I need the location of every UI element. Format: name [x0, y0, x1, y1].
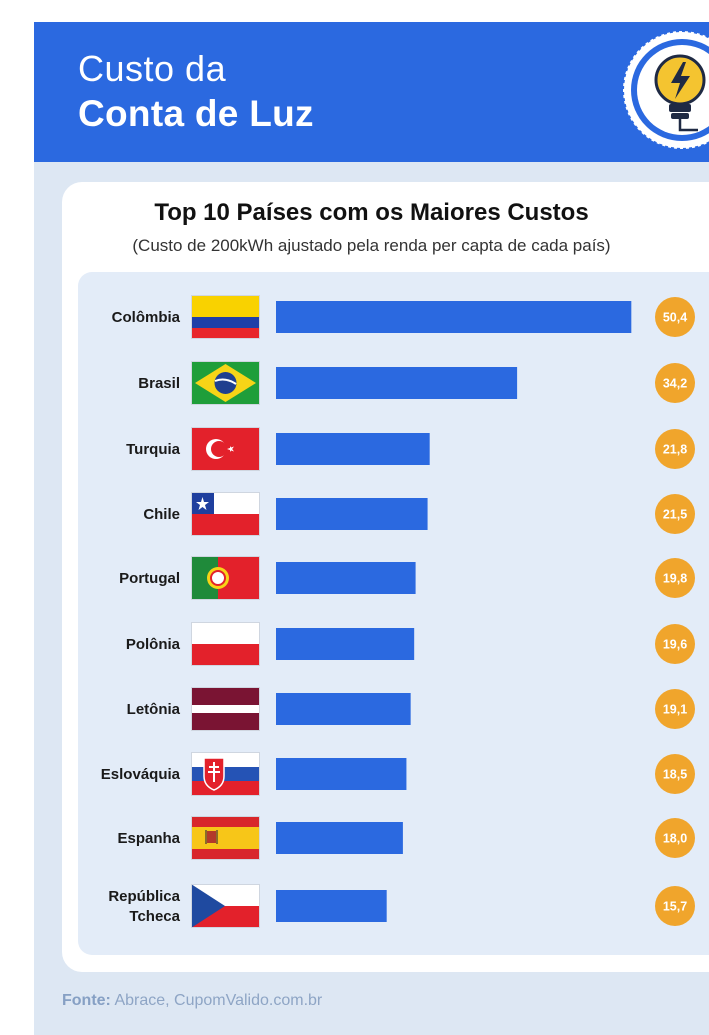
value-badge — [655, 363, 695, 403]
value-label: 21,8 — [663, 443, 687, 457]
bar — [276, 758, 407, 790]
value-label: 15,7 — [663, 900, 687, 914]
page-title-line1: Custo da — [78, 48, 227, 89]
value-badge — [655, 886, 695, 926]
chart-subtitle: (Custo de 200kWh ajustado pela renda per… — [132, 236, 611, 255]
country-label: Portugal — [119, 570, 180, 587]
chile-flag-icon — [191, 492, 260, 536]
country-label-line: Espanha — [117, 830, 180, 847]
value-label: 19,8 — [663, 572, 687, 586]
brazil-flag-icon — [191, 361, 260, 405]
value-badge — [655, 297, 695, 337]
bar-row: Brasil 34,2 — [138, 361, 695, 405]
bar-row: Portugal 19,8 — [119, 556, 695, 600]
country-label-line: Colômbia — [112, 309, 181, 326]
country-label-line: Polônia — [126, 636, 181, 653]
country-label-line: Turquia — [126, 441, 181, 458]
header-banner: Custo da Conta de Luz — [34, 22, 709, 162]
country-label: Brasil — [138, 375, 180, 392]
bar-row: Letônia 19,1 — [127, 687, 695, 731]
bar-row: Polônia 19,6 — [126, 622, 695, 666]
bar-row: Eslováquia 18,5 — [101, 752, 695, 796]
bar-row: Chile 21,5 — [143, 492, 695, 536]
lightbulb-bolt-icon — [623, 31, 709, 149]
value-badge — [655, 818, 695, 858]
value-badge — [655, 689, 695, 729]
country-label: Turquia — [126, 441, 181, 458]
colombia-flag-icon — [191, 295, 260, 339]
portugal-flag-icon — [191, 556, 260, 600]
value-label: 18,0 — [663, 832, 687, 846]
bar — [276, 433, 430, 465]
value-label: 50,4 — [663, 311, 687, 325]
latvia-flag-icon — [191, 687, 260, 731]
slovakia-flag-icon — [191, 752, 260, 796]
bar-chart: Colômbia 50,4 Brasil 34,2 Turquia 21,8 Chile 21… — [101, 295, 695, 928]
source-label: Fonte: — [62, 992, 111, 1009]
bar — [276, 628, 415, 660]
country-label-line: República — [108, 888, 180, 905]
source-text: Abrace, CupomValido.com.br — [110, 992, 323, 1009]
value-badge — [655, 558, 695, 598]
country-label-line: Tcheca — [129, 908, 180, 925]
country-label: Letônia — [127, 701, 181, 718]
poland-flag-icon — [191, 622, 260, 666]
value-label: 21,5 — [663, 508, 687, 522]
bar — [276, 498, 428, 530]
page-title-line2: Conta de Luz — [78, 93, 314, 134]
bar-row: Colômbia 50,4 — [112, 295, 695, 339]
source-note: Fonte: Abrace, CupomValido.com.br — [62, 992, 322, 1010]
infographic: Custo da Conta de Luz Top 10 Países com … — [34, 22, 709, 1035]
bar-row: Espanha 18,0 — [117, 816, 695, 860]
value-label: 18,5 — [663, 768, 687, 782]
bar — [276, 367, 518, 399]
country-label: Colômbia — [112, 309, 181, 326]
bar-row: República Tcheca 15,7 — [108, 884, 695, 928]
bar — [276, 301, 632, 333]
country-label: Espanha — [117, 830, 180, 847]
turkey-flag-icon — [191, 427, 260, 471]
country-label: Eslováquia — [101, 766, 181, 783]
chart-title: Top 10 Países com os Maiores Custos — [154, 199, 589, 226]
czech-republic-flag-icon — [191, 884, 260, 928]
value-badge — [655, 754, 695, 794]
country-label-line: Chile — [143, 506, 180, 523]
plot-area: Colômbia 50,4 Brasil 34,2 Turquia 21,8 Chile 21… — [78, 272, 709, 955]
value-label: 19,6 — [663, 638, 687, 652]
bar — [276, 693, 411, 725]
bar — [276, 890, 387, 922]
bar-row: Turquia 21,8 — [126, 427, 695, 471]
spain-flag-icon — [191, 816, 260, 860]
bar — [276, 822, 403, 854]
value-badge — [655, 494, 695, 534]
country-label-line: Brasil — [138, 375, 180, 392]
country-label-line: Eslováquia — [101, 766, 181, 783]
country-label-line: Portugal — [119, 570, 180, 587]
value-badge — [655, 624, 695, 664]
country-label: Chile — [143, 506, 180, 523]
value-label: 19,1 — [663, 703, 687, 717]
country-label: República Tcheca — [108, 888, 180, 925]
country-label-line: Letônia — [127, 701, 181, 718]
value-badge — [655, 429, 695, 469]
value-label: 34,2 — [663, 377, 687, 391]
bar — [276, 562, 416, 594]
country-label: Polônia — [126, 636, 181, 653]
